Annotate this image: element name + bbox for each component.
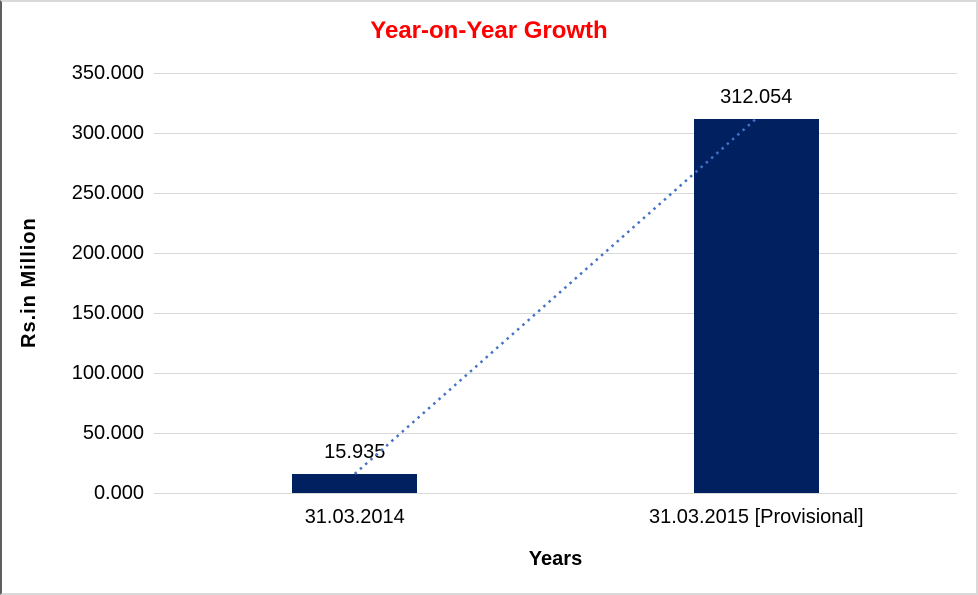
y-axis-tick-label: 200.000 — [71, 242, 144, 264]
y-axis-tick-label: 150.000 — [71, 302, 144, 324]
y-axis-tick-label: 0.000 — [93, 482, 144, 504]
y-axis-tick-label: 100.000 — [71, 362, 144, 384]
bar — [292, 473, 418, 493]
data-label: 312.054 — [720, 85, 793, 108]
gridline — [154, 192, 957, 194]
gridline — [154, 312, 957, 314]
plot-area: 15.935 312.054 — [154, 72, 957, 494]
gridline — [154, 252, 957, 254]
x-axis-title: Years — [528, 548, 583, 570]
gridline — [154, 132, 957, 134]
gridline — [154, 492, 957, 494]
y-axis-tick-label: 350.000 — [71, 62, 144, 84]
data-label: 15.935 — [324, 440, 386, 463]
x-axis-tick-label: 31.03.2015 [Provisional] — [648, 506, 864, 528]
gridline — [154, 372, 957, 374]
trendline — [353, 117, 758, 475]
y-axis-tick-label: 300.000 — [71, 122, 144, 144]
x-axis-tick-label: 31.03.2014 — [304, 506, 405, 528]
y-axis-tick-label: 50.000 — [82, 422, 144, 444]
gridline — [154, 72, 957, 74]
chart-title: Year-on-Year Growth — [370, 17, 608, 44]
bar — [693, 118, 819, 493]
y-axis-tick-label: 250.000 — [71, 182, 144, 204]
gridline — [154, 432, 957, 434]
